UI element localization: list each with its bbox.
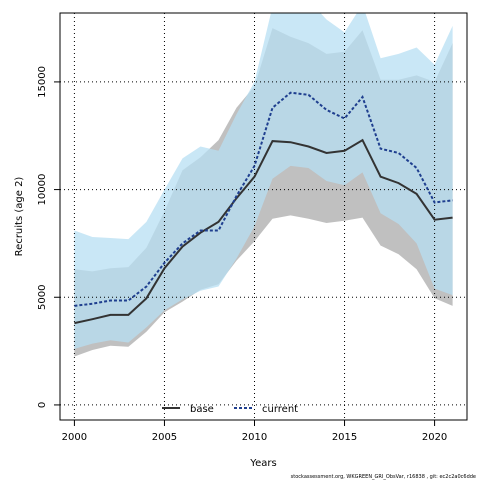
series-lines xyxy=(74,91,453,325)
legend: base current xyxy=(162,404,298,415)
x-tick-label-2015: 2015 xyxy=(332,432,357,443)
x-tick-label-2010: 2010 xyxy=(242,432,267,443)
y-axis: 0 5000 10000 15000 xyxy=(37,66,60,408)
y-tick-label-15000: 15000 xyxy=(37,66,48,98)
y-tick-label-0: 0 xyxy=(37,402,48,408)
confidence-bands xyxy=(74,13,453,357)
x-tick-label-2020: 2020 xyxy=(422,432,447,443)
series-line-current xyxy=(74,91,453,307)
x-axis: 2000 2005 2010 2015 2020 xyxy=(62,420,447,443)
footer-credit: stockassessment.org, WKGREEN_GRI_ObsVar,… xyxy=(291,474,476,480)
plot-frame xyxy=(59,12,468,421)
legend-label-base: base xyxy=(190,404,214,415)
x-axis-title: Years xyxy=(249,458,276,469)
x-tick-label-2000: 2000 xyxy=(62,432,87,443)
y-tick-label-10000: 10000 xyxy=(37,174,48,206)
legend-label-current: current xyxy=(262,404,298,415)
band-current xyxy=(74,13,453,349)
y-tick-label-5000: 5000 xyxy=(37,285,48,310)
y-axis-title: Recruits (age 2) xyxy=(14,177,25,257)
series-line-base xyxy=(74,138,453,325)
x-tick-label-2005: 2005 xyxy=(152,432,177,443)
